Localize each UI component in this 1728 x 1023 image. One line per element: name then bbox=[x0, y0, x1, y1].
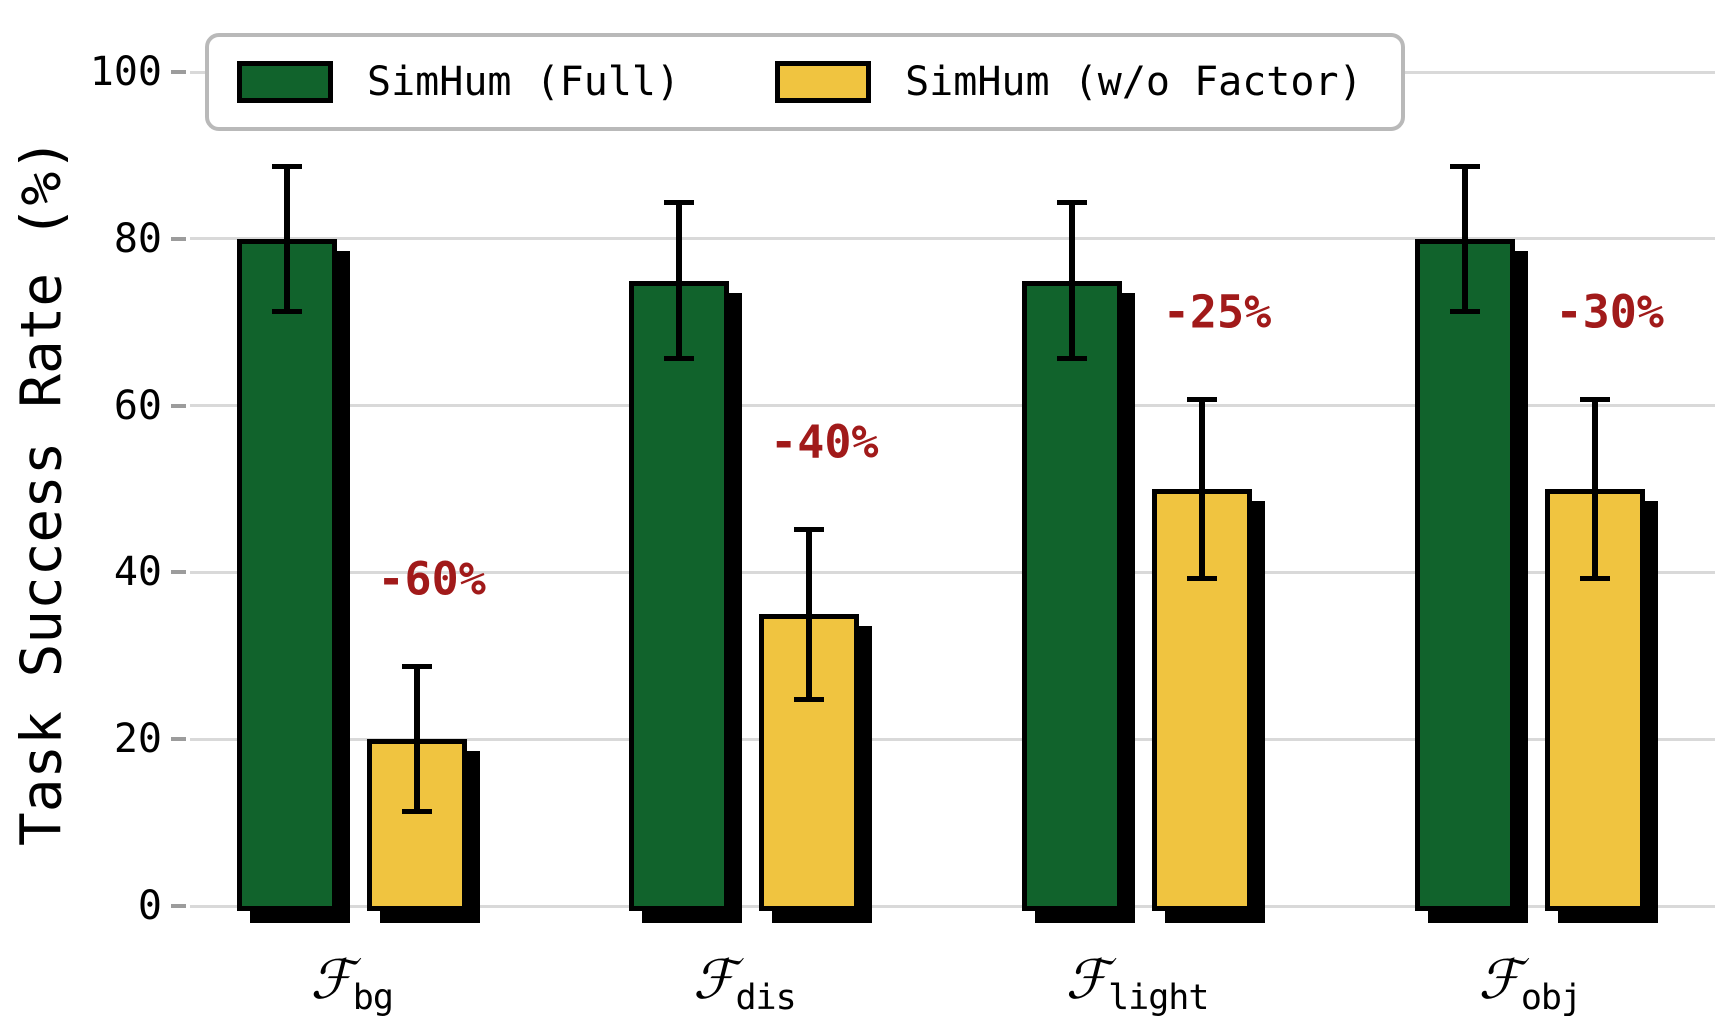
error-bar-cap-bottom bbox=[271, 308, 302, 314]
error-bar-line bbox=[283, 163, 290, 314]
error-bar-cap-bottom bbox=[1057, 356, 1088, 362]
factor-symbol: ℱ bbox=[310, 948, 353, 1011]
error-bar-line bbox=[1591, 397, 1598, 581]
error-bar bbox=[794, 526, 825, 702]
legend-label-wo-factor: SimHum (w/o Factor) bbox=[905, 59, 1363, 105]
y-tick-mark bbox=[171, 403, 186, 408]
legend-label-full: SimHum (Full) bbox=[367, 59, 681, 105]
factor-subscript: obj bbox=[1520, 978, 1582, 1018]
error-bar-line bbox=[1069, 199, 1076, 362]
y-tick-mark bbox=[171, 236, 186, 241]
gridline bbox=[190, 904, 1715, 908]
factor-symbol: ℱ bbox=[692, 948, 736, 1011]
error-bar bbox=[664, 199, 695, 362]
error-bar-cap-bottom bbox=[1449, 308, 1480, 314]
factor-symbol: ℱ bbox=[1478, 948, 1521, 1011]
error-bar bbox=[1057, 199, 1088, 362]
factor-symbol: ℱ bbox=[1065, 948, 1109, 1011]
error-bar-line bbox=[413, 664, 420, 815]
bar-full bbox=[1022, 280, 1123, 911]
legend-entry-full: SimHum (Full) bbox=[237, 59, 680, 105]
legend-swatch-full bbox=[237, 61, 333, 103]
factor-subscript: dis bbox=[735, 978, 796, 1018]
error-bar bbox=[271, 163, 302, 314]
y-tick-mark bbox=[171, 737, 186, 742]
y-tick-label: 0 bbox=[137, 883, 162, 929]
error-bar-line bbox=[806, 526, 813, 702]
drop-annotation: -60% bbox=[377, 552, 486, 606]
error-bar-cap-top bbox=[1187, 397, 1218, 403]
error-bar bbox=[1579, 397, 1610, 581]
error-bar bbox=[401, 664, 432, 815]
error-bar-cap-bottom bbox=[401, 809, 432, 815]
error-bar bbox=[1449, 163, 1480, 314]
error-bar-cap-top bbox=[1057, 199, 1088, 205]
error-bar-cap-bottom bbox=[664, 356, 695, 362]
bar-full bbox=[1414, 238, 1515, 911]
x-tick-label: ℱobj bbox=[1478, 948, 1582, 1018]
error-bar-cap-top bbox=[794, 526, 825, 532]
gridline bbox=[190, 570, 1715, 574]
error-bar-cap-top bbox=[1579, 397, 1610, 403]
error-bar-cap-bottom bbox=[1579, 575, 1610, 581]
drop-annotation: -40% bbox=[770, 415, 879, 469]
legend: SimHum (Full) SimHum (w/o Factor) bbox=[205, 33, 1405, 131]
error-bar-cap-top bbox=[664, 199, 695, 205]
bar-full bbox=[629, 280, 730, 911]
y-tick-label: 20 bbox=[113, 716, 162, 763]
error-bar-cap-bottom bbox=[794, 696, 825, 702]
plot-area: -60% ℱbg -40% ℱdis -25% ℱlight -30% ℱobj bbox=[190, 70, 1715, 1018]
error-bar bbox=[1187, 397, 1218, 581]
error-bar-cap-top bbox=[271, 163, 302, 169]
x-tick-label: ℱdis bbox=[692, 948, 797, 1018]
error-bar-line bbox=[1461, 163, 1468, 314]
x-tick-label: ℱlight bbox=[1065, 948, 1210, 1018]
legend-entry-wo-factor: SimHum (w/o Factor) bbox=[775, 59, 1363, 105]
factor-subscript: bg bbox=[352, 978, 394, 1018]
x-tick-label: ℱbg bbox=[310, 948, 394, 1018]
error-bar-cap-top bbox=[1449, 163, 1480, 169]
drop-annotation: -25% bbox=[1162, 285, 1272, 339]
bar-full bbox=[236, 238, 337, 911]
y-tick-label: 80 bbox=[113, 215, 162, 262]
y-tick-mark bbox=[171, 570, 186, 575]
y-tick-mark bbox=[171, 904, 186, 908]
gridline bbox=[190, 737, 1715, 741]
y-tick-label: 60 bbox=[113, 382, 162, 429]
legend-swatch-wo-factor bbox=[775, 61, 872, 103]
y-tick-label: 40 bbox=[113, 549, 162, 596]
error-bar-line bbox=[676, 199, 683, 362]
y-tick-label: 100 bbox=[89, 49, 162, 95]
gridline bbox=[190, 404, 1715, 408]
error-bar-cap-bottom bbox=[1187, 575, 1218, 581]
error-bar-cap-top bbox=[401, 664, 432, 670]
y-tick-mark bbox=[171, 70, 186, 74]
factor-subscript: light bbox=[1108, 978, 1209, 1018]
bar-wo-factor bbox=[759, 614, 860, 911]
gridline bbox=[190, 237, 1715, 241]
error-bar-line bbox=[1199, 397, 1206, 581]
drop-annotation: -30% bbox=[1555, 285, 1664, 339]
